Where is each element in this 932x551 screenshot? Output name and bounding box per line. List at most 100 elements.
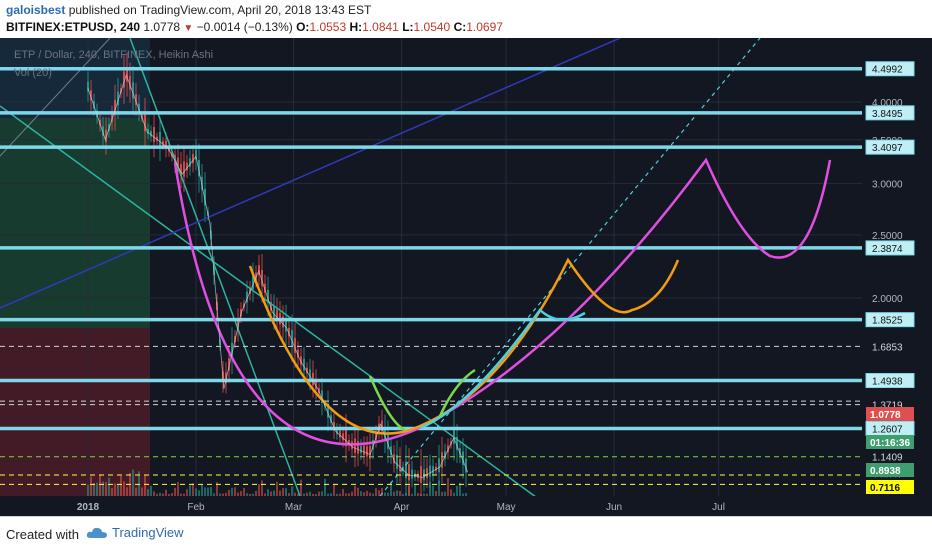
volume-bar bbox=[366, 490, 368, 496]
volume-bar bbox=[282, 488, 284, 496]
chart-legend: ETP / Dollar, 240, BITFINEX, Heikin Ashi… bbox=[14, 46, 213, 82]
candle-body bbox=[363, 445, 365, 455]
level-label-box bbox=[865, 61, 915, 77]
candle-body bbox=[357, 441, 359, 454]
candle-body bbox=[381, 420, 383, 432]
volume-bar bbox=[324, 478, 326, 496]
tradingview-logo[interactable]: TradingView bbox=[86, 525, 184, 540]
price-badge bbox=[866, 435, 914, 449]
high-value: 1.0841 bbox=[362, 20, 399, 34]
volume-bar bbox=[435, 491, 437, 496]
volume-bar bbox=[141, 487, 143, 496]
green-zone bbox=[0, 118, 150, 328]
candle-body bbox=[348, 440, 350, 446]
volume-bar bbox=[210, 486, 212, 496]
author-link[interactable]: galoisbest bbox=[6, 3, 66, 17]
volume-bar bbox=[354, 485, 356, 496]
volume-bar bbox=[321, 491, 323, 496]
candle-body bbox=[408, 464, 410, 481]
trend-line-grey bbox=[0, 38, 111, 157]
price-badge bbox=[866, 407, 914, 421]
volume-bar bbox=[213, 493, 215, 496]
volume-bar bbox=[333, 483, 335, 496]
candle-body bbox=[390, 446, 392, 456]
candle-body bbox=[183, 161, 185, 177]
level-label: 1.4938 bbox=[872, 377, 903, 388]
level-label: 1.3719 bbox=[872, 401, 903, 412]
candle-body bbox=[294, 337, 296, 353]
candle-body bbox=[192, 154, 194, 164]
volume-bar bbox=[189, 485, 191, 496]
volume-bar bbox=[441, 491, 443, 496]
legend-title: ETP / Dollar, 240, BITFINEX, Heikin Ashi bbox=[14, 49, 214, 61]
volume-bar bbox=[264, 493, 266, 496]
volume-bar bbox=[159, 492, 161, 496]
candle-body bbox=[264, 283, 266, 293]
volume-bar bbox=[99, 475, 101, 496]
volume-bar bbox=[255, 490, 257, 496]
candle-body bbox=[411, 469, 413, 479]
price-badge-label: 01:16:36 bbox=[870, 438, 910, 449]
volume-bar bbox=[279, 490, 281, 496]
volume-bar bbox=[273, 490, 275, 496]
volume-bar bbox=[414, 483, 416, 496]
candle-body bbox=[327, 404, 329, 418]
volume-bar bbox=[405, 492, 407, 496]
candle-body bbox=[438, 458, 440, 473]
volume-bar bbox=[306, 492, 308, 496]
x-tick-label: Apr bbox=[394, 502, 410, 513]
volume-bar bbox=[246, 493, 248, 496]
volume-bar bbox=[267, 489, 269, 496]
volume-bar bbox=[153, 491, 155, 496]
y-tick-label: 3.0000 bbox=[872, 179, 903, 190]
volume-bar bbox=[240, 490, 242, 496]
candle-body bbox=[90, 90, 92, 101]
candle-body bbox=[129, 76, 131, 90]
volume-bar bbox=[429, 482, 431, 496]
level-label: 3.8495 bbox=[872, 109, 903, 120]
volume-bar bbox=[147, 489, 149, 496]
candle-body bbox=[354, 438, 356, 453]
publish-info: published on TradingView.com, April 20, … bbox=[68, 3, 372, 17]
volume-bar bbox=[381, 487, 383, 496]
candle-body bbox=[150, 130, 152, 137]
volume-bar bbox=[219, 493, 221, 496]
red-zone bbox=[0, 328, 150, 496]
volume-bar bbox=[105, 482, 107, 496]
volume-bar bbox=[423, 493, 425, 496]
volume-bar bbox=[207, 487, 209, 496]
volume-bar bbox=[138, 471, 140, 496]
candle-body bbox=[303, 358, 305, 371]
price-badge-label: 0.7116 bbox=[870, 483, 900, 494]
candle-body bbox=[321, 390, 323, 403]
candle-body bbox=[297, 349, 299, 358]
volume-bar bbox=[243, 487, 245, 496]
candle-body bbox=[180, 164, 182, 177]
volume-bar bbox=[183, 493, 185, 496]
candle-body bbox=[393, 454, 395, 464]
candle-body bbox=[282, 316, 284, 328]
price-badge bbox=[866, 480, 914, 494]
y-tick-label: 4.0000 bbox=[872, 98, 903, 109]
candle-body bbox=[258, 265, 260, 276]
candle-body bbox=[462, 451, 464, 465]
candle-body bbox=[366, 446, 368, 457]
volume-bar bbox=[90, 476, 92, 496]
time-axis bbox=[0, 496, 862, 516]
volume-bar bbox=[303, 493, 305, 496]
candle-body bbox=[186, 162, 188, 171]
price-change: −0.0014 (−0.13%) bbox=[196, 20, 293, 34]
volume-bar bbox=[135, 487, 137, 496]
projection-curve-green bbox=[368, 368, 476, 432]
open-value: 1.0553 bbox=[309, 20, 347, 34]
volume-bar bbox=[165, 489, 167, 496]
candle-body bbox=[270, 302, 272, 311]
candle-body bbox=[93, 101, 95, 109]
volume-bar bbox=[108, 477, 110, 496]
level-label: 1.2607 bbox=[872, 424, 903, 435]
candle-body bbox=[288, 327, 290, 337]
volume-bar bbox=[345, 493, 347, 496]
level-label: 1.8525 bbox=[872, 316, 903, 327]
volume-bar bbox=[222, 493, 224, 496]
